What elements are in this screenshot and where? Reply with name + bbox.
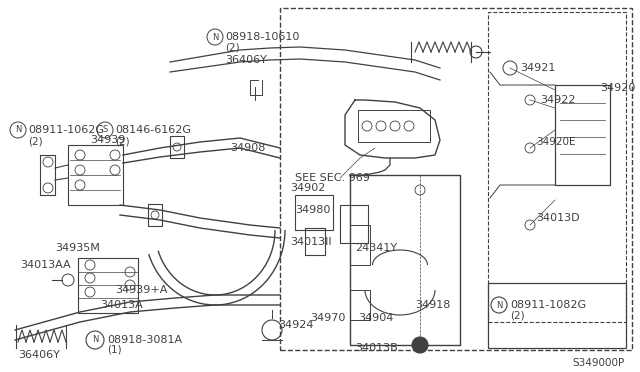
- Text: 34013AA: 34013AA: [20, 260, 70, 270]
- Text: 34920: 34920: [600, 83, 636, 93]
- Text: (2): (2): [115, 136, 130, 146]
- Text: (2): (2): [510, 311, 525, 321]
- Text: N: N: [496, 301, 502, 310]
- Text: 34920E: 34920E: [536, 137, 575, 147]
- Text: (2): (2): [225, 42, 239, 52]
- Text: (2): (2): [28, 136, 43, 146]
- Text: 24341Y: 24341Y: [355, 243, 397, 253]
- Text: 34939+A: 34939+A: [115, 285, 168, 295]
- Bar: [488, 12, 626, 322]
- Bar: [78, 258, 138, 313]
- Text: 34924: 34924: [278, 320, 314, 330]
- Text: N: N: [92, 336, 98, 344]
- Text: 34013A: 34013A: [100, 300, 143, 310]
- Text: 08911-1062G: 08911-1062G: [28, 125, 104, 135]
- Text: 08911-1082G: 08911-1082G: [510, 300, 586, 310]
- Text: 34935M: 34935M: [55, 243, 100, 253]
- Circle shape: [412, 337, 428, 353]
- Text: 34013II: 34013II: [290, 237, 332, 247]
- Text: (1): (1): [107, 345, 122, 355]
- Text: 34922: 34922: [540, 95, 575, 105]
- Bar: [488, 283, 626, 348]
- Bar: [68, 145, 123, 205]
- Bar: [340, 205, 368, 243]
- Bar: [280, 8, 632, 350]
- Text: 34939: 34939: [90, 135, 125, 145]
- Text: S349000P: S349000P: [572, 358, 624, 368]
- Text: 34013B: 34013B: [355, 343, 397, 353]
- Text: 36406Y: 36406Y: [225, 55, 267, 65]
- Text: 08918-10610: 08918-10610: [225, 32, 300, 42]
- Bar: [148, 204, 162, 226]
- Text: 34918: 34918: [415, 300, 451, 310]
- Text: 34013D: 34013D: [536, 213, 580, 223]
- Bar: [358, 110, 430, 142]
- Text: 36406Y: 36406Y: [18, 350, 60, 360]
- Text: 34904: 34904: [358, 313, 394, 323]
- Text: 34921: 34921: [520, 63, 556, 73]
- Text: 34908: 34908: [230, 143, 266, 153]
- Text: N: N: [15, 125, 21, 135]
- Text: 34980: 34980: [295, 205, 330, 215]
- Bar: [555, 85, 610, 185]
- Bar: [295, 195, 333, 230]
- Text: SEE SEC. 969: SEE SEC. 969: [295, 173, 370, 183]
- Text: 34902: 34902: [290, 183, 325, 193]
- Text: S: S: [102, 125, 108, 135]
- Bar: [170, 136, 184, 158]
- Text: 08918-3081A: 08918-3081A: [107, 335, 182, 345]
- Text: 34970: 34970: [310, 313, 346, 323]
- Text: 08146-6162G: 08146-6162G: [115, 125, 191, 135]
- Text: N: N: [212, 32, 218, 42]
